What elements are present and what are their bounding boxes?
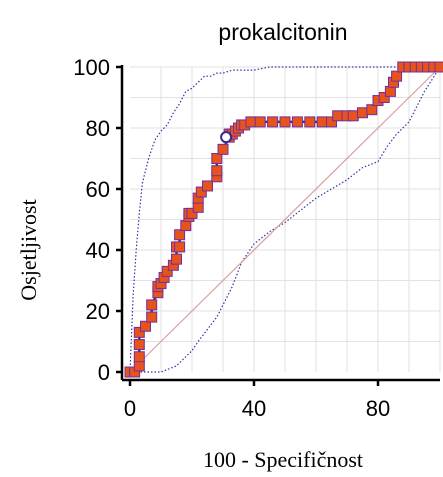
- roc-point: [217, 143, 229, 155]
- roc-point: [171, 253, 182, 265]
- roc-point: [304, 116, 316, 128]
- roc-point: [347, 110, 359, 122]
- roc-point: [211, 153, 223, 164]
- upper-confidence-bound-line: [129, 66, 440, 373]
- roc-point: [133, 339, 145, 351]
- roc-point: [357, 107, 368, 119]
- roc-point: [174, 229, 186, 241]
- reference-diagonal-line: [129, 66, 441, 373]
- chart-title: prokalcitonin: [218, 19, 347, 45]
- x-tick-label: 40: [242, 396, 266, 421]
- roc-point: [326, 116, 337, 128]
- roc-point: [332, 110, 344, 122]
- x-tick-label: 0: [124, 396, 136, 421]
- y-tick-label: 40: [86, 238, 110, 263]
- y-tick-label: 60: [86, 177, 110, 202]
- roc-point: [254, 116, 266, 128]
- roc-point: [133, 351, 145, 363]
- roc-point: [434, 61, 443, 73]
- roc-point: [133, 326, 145, 338]
- roc-point: [180, 220, 192, 232]
- lower-confidence-bound-line: [130, 66, 441, 373]
- roc-point: [245, 116, 257, 128]
- roc-point: [186, 207, 198, 219]
- axes: [116, 65, 440, 386]
- y-tick-label: 80: [86, 116, 110, 141]
- optimal-cutoff-point: [220, 131, 233, 144]
- roc-point: [366, 104, 378, 116]
- roc-point: [174, 241, 186, 253]
- roc-point: [279, 116, 291, 128]
- x-axis-title: 100 - Specifičnost: [203, 447, 363, 472]
- roc-point: [291, 116, 303, 128]
- roc-point: [316, 116, 328, 128]
- roc-point: [192, 201, 204, 213]
- roc-point: [378, 92, 390, 103]
- roc-point: [384, 85, 396, 97]
- roc-point: [202, 180, 213, 192]
- roc-point: [195, 186, 207, 198]
- tick-labels: 0 20 40 60 80 100 0 40 80: [73, 55, 390, 421]
- roc-point: [267, 116, 279, 128]
- roc-point: [146, 311, 158, 323]
- grid: [130, 66, 441, 372]
- x-tick-label: 80: [366, 396, 390, 421]
- y-tick-label: 0: [98, 360, 110, 385]
- y-axis-title: Osjetljivost: [16, 199, 41, 300]
- roc-point: [161, 265, 173, 277]
- roc-point: [140, 320, 151, 332]
- roc-point: [146, 299, 158, 311]
- roc-point: [133, 360, 145, 372]
- y-tick-label: 20: [86, 299, 110, 324]
- series: [124, 61, 443, 378]
- roc-point: [211, 165, 223, 177]
- y-tick-label: 100: [73, 55, 110, 80]
- roc-point: [391, 70, 403, 82]
